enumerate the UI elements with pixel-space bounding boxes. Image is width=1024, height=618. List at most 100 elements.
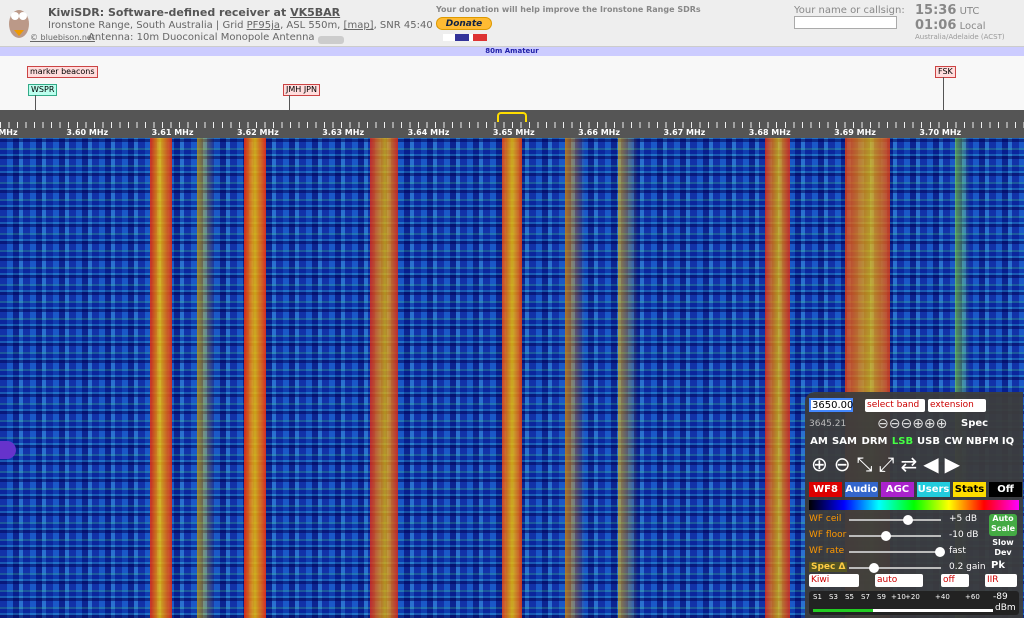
marker-label[interactable]: JMH JPN [283, 84, 320, 96]
scale-label: 3.63 MHz [322, 128, 365, 137]
tab-button[interactable]: Off [989, 482, 1022, 497]
mode-button[interactable]: IQ [1001, 436, 1015, 447]
scale-label: 3.60 MHz [66, 128, 109, 137]
utc-clock: 15:36 UTC [915, 3, 979, 18]
utc-label: UTC [959, 6, 980, 17]
band-bar[interactable]: 80m Amateur [0, 47, 1024, 56]
select[interactable]: off [941, 574, 969, 587]
slider-value: +5 dB [949, 514, 978, 524]
mode-button[interactable]: USB [917, 436, 940, 447]
tab-button[interactable]: Users [917, 482, 950, 497]
local-clock: 01:06 Local [915, 18, 986, 33]
map-link[interactable]: [map] [343, 20, 374, 31]
label-area: marker beacons WSPR JMH JPN FSK [0, 56, 1024, 110]
s-meter-label: +40 [935, 593, 950, 601]
marker-line [943, 77, 944, 110]
frequency-scale[interactable]: MHz 3.60 MHz 3.61 MHz 3.62 MHz 3.63 MHz 3.64 … [0, 110, 1024, 138]
s-meter-unit: dBm [995, 603, 1016, 613]
slider-label[interactable]: Spec Δ [809, 562, 848, 572]
title: KiwiSDR: Software-defined receiver at VK… [48, 6, 340, 19]
slider-track[interactable] [849, 535, 941, 537]
utc-time: 15:36 [915, 3, 957, 18]
mode-buttons: AM SAM DRM LSB USB CW NBFM IQ [809, 434, 1021, 449]
slider-track[interactable] [849, 519, 941, 521]
s-meter-bar [813, 609, 873, 612]
slider-knob[interactable] [881, 531, 891, 541]
scale-ticks [0, 122, 1024, 128]
frequency-input[interactable]: 3650.00 [809, 398, 853, 412]
select[interactable]: IIR [985, 574, 1017, 587]
slider-knob[interactable] [869, 563, 879, 573]
auto-scale-button[interactable]: Auto Scale [989, 514, 1017, 536]
s-meter: -89 dBm S1 S3 S5 S7 S9 +10 +20 +40 +60 [809, 591, 1019, 615]
passband[interactable] [497, 112, 527, 122]
slow-dev-button[interactable]: Slow Dev [992, 538, 1014, 557]
marker-label[interactable]: marker beacons [27, 66, 98, 78]
s-meter-label: +10 [891, 593, 906, 601]
cursor-frequency: 3645.21 [809, 419, 847, 429]
colormap [809, 500, 1019, 510]
slider-knob[interactable] [935, 547, 945, 557]
nav-icons[interactable]: ⊕⊖⤡⤢⇄◀▶ [811, 452, 967, 476]
slider-knob[interactable] [903, 515, 913, 525]
band-select[interactable]: select band [865, 399, 925, 412]
mode-button[interactable]: SAM [832, 436, 857, 447]
zoom-icons[interactable]: ⊖⊖⊖⊕⊕⊕ [877, 416, 948, 432]
slider-label: WF floor [809, 530, 847, 540]
select[interactable]: Kiwi [809, 574, 859, 587]
mode-button[interactable]: DRM [861, 436, 888, 447]
s-meter-label: S3 [829, 593, 838, 601]
marker-line [35, 95, 36, 110]
scale-label: 3.62 MHz [236, 128, 279, 137]
spec-button[interactable]: Spec [961, 418, 989, 429]
s-meter-label: S5 [845, 593, 854, 601]
title-text: KiwiSDR: Software-defined receiver at [48, 6, 291, 19]
tab-button[interactable]: Audio [845, 482, 878, 497]
slider-value: 0.2 gain [949, 562, 986, 572]
s-meter-label: S9 [877, 593, 886, 601]
scale-label: 3.66 MHz [578, 128, 621, 137]
tab-button[interactable]: Stats [953, 482, 986, 497]
mode-button[interactable]: CW [944, 436, 963, 447]
extension-select[interactable]: extension [928, 399, 986, 412]
callsign-input[interactable] [794, 16, 897, 29]
mode-button[interactable]: AM [810, 436, 828, 447]
snr-text: , SNR 45:40 dB [373, 20, 450, 31]
marker-label[interactable]: WSPR [28, 84, 58, 96]
slider-track[interactable] [849, 551, 941, 553]
marker-label[interactable]: FSK [935, 66, 956, 78]
local-label: Local [959, 21, 986, 32]
credit-link[interactable]: © bluebison.net [30, 33, 95, 42]
pk-button[interactable]: Pk [991, 560, 1005, 571]
header: KiwiSDR: Software-defined receiver at VK… [0, 0, 1024, 47]
slider-track[interactable] [849, 567, 941, 569]
callsign-link[interactable]: VK5BAR [290, 6, 341, 19]
s-meter-label: S7 [861, 593, 870, 601]
select[interactable]: auto [875, 574, 923, 587]
grid-link[interactable]: PF95ja [246, 20, 281, 31]
left-toggle[interactable] [0, 441, 16, 459]
donate-button[interactable]: Donate [436, 17, 492, 30]
donation-message: Your donation will help improve the Iron… [436, 5, 701, 14]
card-icons [443, 34, 487, 41]
location: Ironstone Range, South Australia | Grid … [48, 20, 449, 31]
scale-label: MHz [0, 128, 18, 137]
mode-button[interactable]: NBFM [966, 436, 999, 447]
location-text: Ironstone Range, South Australia | Grid [48, 20, 247, 31]
scale-label: 3.65 MHz [492, 128, 535, 137]
tab-button[interactable]: WF8 [809, 482, 842, 497]
callsign-prompt: Your name or callsign: [794, 5, 905, 16]
selects: Kiwi auto off IIR [805, 574, 1023, 589]
logo [9, 10, 29, 38]
scale-label: 3.64 MHz [407, 128, 450, 137]
tab-buttons: WF8 Audio AGC Users Stats Off [809, 482, 1022, 497]
mode-button[interactable]: LSB [891, 436, 914, 447]
scale-label: 3.68 MHz [748, 128, 791, 137]
s-meter-label: +20 [905, 593, 920, 601]
s-meter-label: +60 [965, 593, 980, 601]
tab-button[interactable]: AGC [881, 482, 914, 497]
timezone: Australia/Adelaide (ACST) [915, 33, 1005, 41]
collapse-toggle[interactable] [318, 36, 344, 44]
